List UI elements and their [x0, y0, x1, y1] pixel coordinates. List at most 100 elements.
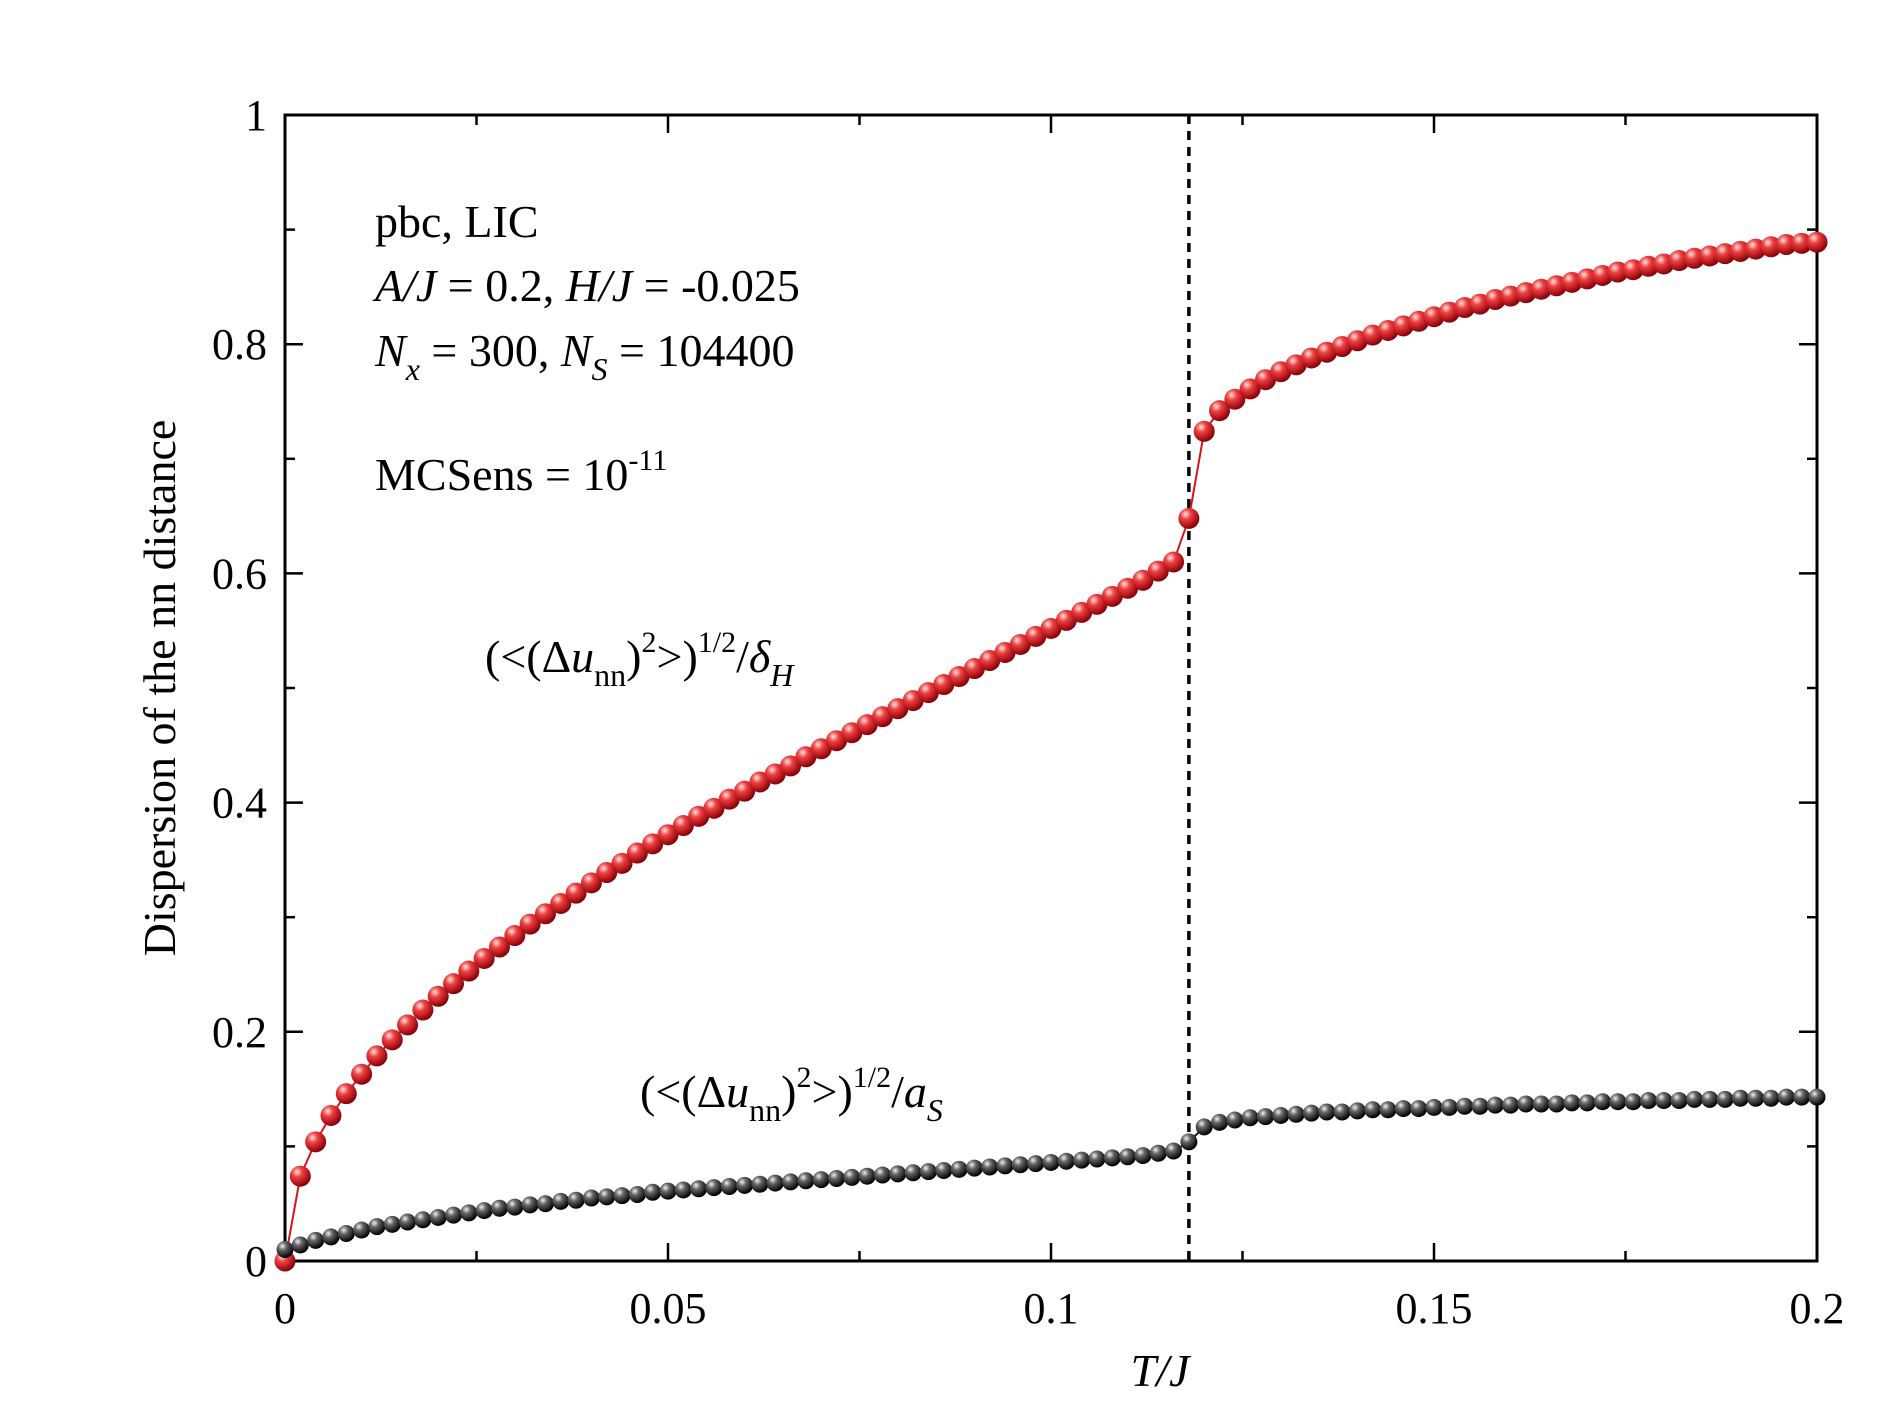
data-point-1 [1134, 1147, 1152, 1165]
data-point-0 [458, 960, 480, 982]
data-point-1 [567, 1191, 585, 1209]
data-point-1 [1655, 1092, 1673, 1110]
y-tick-label: 0.6 [212, 549, 267, 598]
data-point-1 [1486, 1096, 1504, 1114]
data-point-1 [904, 1164, 922, 1182]
data-point-1 [1103, 1149, 1121, 1167]
label-red-series: (<(Δunn)2>)1/2/δH [485, 626, 795, 693]
data-point-1 [506, 1198, 524, 1216]
data-point-0 [580, 872, 602, 894]
data-point-1 [1195, 1118, 1213, 1136]
data-point-1 [1241, 1109, 1259, 1127]
data-point-1 [1333, 1103, 1351, 1121]
series-line-1 [284, 1096, 1817, 1251]
data-point-1 [873, 1166, 891, 1184]
data-point-1 [291, 1236, 309, 1254]
y-tick-label: 0 [245, 1237, 267, 1286]
data-point-0 [1132, 569, 1154, 591]
data-point-1 [812, 1171, 830, 1189]
x-axis-title: T/J [1131, 1345, 1192, 1396]
data-point-0 [473, 947, 495, 969]
data-point-1 [613, 1187, 631, 1205]
annotation-line2: A/J = 0.2, H/J = -0.025 [372, 260, 800, 311]
data-point-1 [1180, 1133, 1198, 1151]
x-tick-label: 0.15 [1396, 1284, 1473, 1333]
data-point-1 [1471, 1097, 1489, 1115]
data-point-1 [1119, 1148, 1137, 1166]
data-point-1 [460, 1204, 478, 1222]
data-point-0 [519, 913, 541, 935]
data-point-1 [1762, 1089, 1780, 1107]
data-point-1 [1226, 1111, 1244, 1129]
data-point-0 [443, 973, 465, 995]
data-point-1 [1532, 1095, 1550, 1113]
data-point-0 [1239, 378, 1261, 400]
data-point-1 [1777, 1088, 1795, 1106]
y-axis-title: Dispersion of the nn distance [134, 420, 185, 957]
data-point-1 [337, 1224, 355, 1242]
data-point-1 [889, 1165, 907, 1183]
data-point-1 [1563, 1094, 1581, 1112]
data-point-1 [1073, 1151, 1091, 1169]
data-point-1 [383, 1215, 401, 1233]
data-point-0 [565, 882, 587, 904]
annotation-line1: pbc, LIC [375, 196, 539, 247]
annotation-line4: MCSens = 10-11 [375, 444, 667, 500]
data-point-1 [1670, 1092, 1688, 1110]
data-point-1 [1410, 1100, 1428, 1118]
data-point-1 [1747, 1089, 1765, 1107]
data-point-1 [1609, 1093, 1627, 1111]
data-point-0 [596, 862, 618, 884]
data-point-0 [550, 892, 572, 914]
data-point-1 [674, 1181, 692, 1199]
data-point-1 [536, 1195, 554, 1213]
data-point-1 [705, 1179, 723, 1197]
data-point-1 [843, 1168, 861, 1186]
data-point-1 [659, 1182, 677, 1200]
data-point-1 [399, 1213, 417, 1231]
y-tick-label: 0.4 [212, 779, 267, 828]
data-point-1 [307, 1231, 325, 1249]
data-point-1 [445, 1206, 463, 1224]
data-point-1 [736, 1176, 754, 1194]
x-tick-label: 0.05 [630, 1284, 707, 1333]
label-black-series: (<(Δunn)2>)1/2/aS [640, 1061, 943, 1128]
data-point-1 [1348, 1102, 1366, 1120]
x-tick-label: 0 [274, 1284, 296, 1333]
y-tick-label: 1 [245, 91, 267, 140]
data-point-0 [289, 1165, 311, 1187]
data-point-0 [734, 780, 756, 802]
data-point-1 [414, 1211, 432, 1229]
data-point-1 [1379, 1101, 1397, 1119]
data-point-1 [858, 1167, 876, 1185]
data-point-1 [1716, 1090, 1734, 1108]
data-point-1 [797, 1172, 815, 1190]
series-points [274, 231, 1828, 1272]
data-point-1 [1731, 1089, 1749, 1107]
data-point-1 [1364, 1101, 1382, 1119]
data-point-0 [626, 842, 648, 864]
data-point-0 [611, 852, 633, 874]
y-tick-label: 0.8 [212, 320, 267, 369]
data-point-1 [1057, 1152, 1075, 1170]
data-point-0 [1791, 232, 1813, 254]
data-point-1 [1287, 1105, 1305, 1123]
data-point-1 [598, 1188, 616, 1206]
data-point-1 [1808, 1088, 1826, 1106]
data-point-1 [1440, 1098, 1458, 1116]
data-point-0 [1193, 420, 1215, 442]
data-point-1 [429, 1208, 447, 1226]
data-point-0 [703, 797, 725, 819]
data-point-1 [1578, 1094, 1596, 1112]
data-point-1 [1639, 1092, 1657, 1110]
data-point-0 [1209, 400, 1231, 422]
data-point-0 [534, 903, 556, 925]
data-point-1 [1088, 1150, 1106, 1168]
axis-ticks [283, 113, 1819, 1263]
data-point-1 [582, 1189, 600, 1207]
data-point-1 [1548, 1095, 1566, 1113]
data-point-0 [351, 1063, 373, 1085]
data-point-1 [751, 1175, 769, 1193]
data-point-1 [1011, 1156, 1029, 1174]
data-point-1 [690, 1180, 708, 1198]
